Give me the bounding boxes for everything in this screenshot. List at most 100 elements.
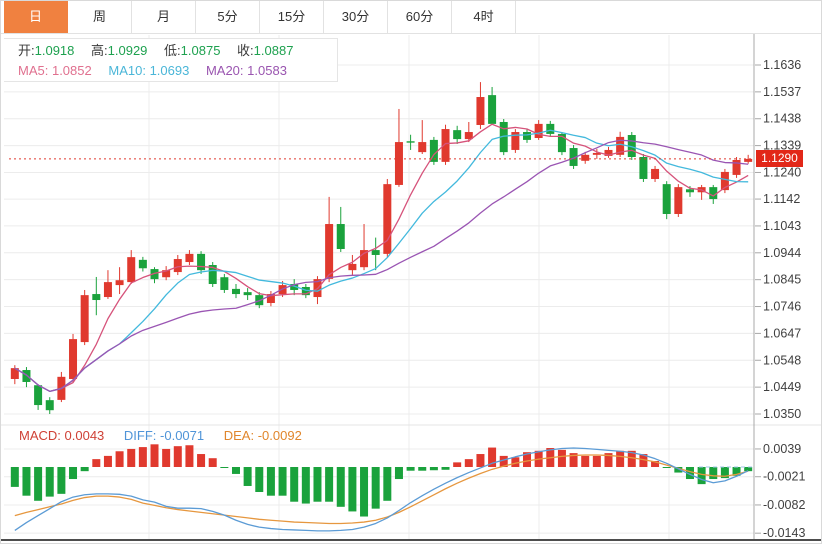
candle-body xyxy=(394,142,403,185)
last-price-badge: 1.1290 xyxy=(756,150,803,167)
macd-bar xyxy=(138,447,147,467)
macd-bar xyxy=(569,453,578,467)
candle-body xyxy=(557,133,566,153)
ma5-value: 1.0852 xyxy=(51,63,92,78)
diff-label: DIFF: xyxy=(123,428,157,443)
candle-body xyxy=(173,259,182,273)
candle-body xyxy=(243,292,252,296)
ma10-value: 1.0693 xyxy=(149,63,190,78)
macd-bar xyxy=(627,450,636,467)
macd-bar xyxy=(208,458,217,467)
candle-body xyxy=(429,139,438,162)
macd-bar xyxy=(34,467,43,501)
macd-bar xyxy=(80,467,89,472)
tab-day[interactable]: 日 xyxy=(4,1,68,33)
price-axis-label: 1.1537 xyxy=(763,85,801,99)
macd-bar xyxy=(278,467,287,496)
ohlc-readout-box: 开:1.0918 高:1.0929 低:1.0875 收:1.0887 MA5:… xyxy=(4,38,338,82)
macd-bar xyxy=(464,459,473,467)
macd-bar xyxy=(162,448,171,467)
macd-bar xyxy=(348,467,357,512)
price-axis-label: 1.1636 xyxy=(763,58,801,72)
tab-60min[interactable]: 60分 xyxy=(388,1,452,33)
macd-bar xyxy=(197,454,206,467)
price-axis-label: 1.0350 xyxy=(763,407,801,421)
candle-body xyxy=(34,385,43,406)
candle-body xyxy=(383,184,392,254)
candle-body xyxy=(301,286,310,296)
candle-body xyxy=(720,171,729,191)
ohlc-row: 开:1.0918 高:1.0929 低:1.0875 收:1.0887 xyxy=(18,41,337,61)
macd-bar xyxy=(674,467,683,473)
macd-bar xyxy=(313,467,322,502)
price-axis-label: 1.0647 xyxy=(763,326,801,340)
macd-bar xyxy=(732,467,741,476)
ma5-line xyxy=(14,123,749,392)
candle-body xyxy=(115,280,124,286)
dea-value: -0.0092 xyxy=(257,428,302,443)
price-axis-label: 1.1043 xyxy=(763,219,801,233)
open-value: 1.0918 xyxy=(34,43,75,58)
macd-bar xyxy=(581,455,590,467)
candle-body xyxy=(418,142,427,153)
candle-body xyxy=(336,224,345,249)
candle-body xyxy=(651,168,660,179)
tab-15min[interactable]: 15分 xyxy=(260,1,324,33)
macd-bar xyxy=(639,454,648,467)
candle-body xyxy=(441,129,450,162)
candle-body xyxy=(69,339,78,379)
candle-body xyxy=(127,257,136,283)
diff-line xyxy=(14,447,749,532)
tab-4hour[interactable]: 4时 xyxy=(452,1,516,33)
tab-month[interactable]: 月 xyxy=(132,1,196,33)
high-label: 高: xyxy=(91,43,108,58)
candle-body xyxy=(744,158,753,162)
candle-body xyxy=(138,259,147,269)
candle-body xyxy=(604,149,613,156)
macd-bar xyxy=(103,455,112,467)
ma5-label: MA5: xyxy=(18,63,49,78)
candle-body xyxy=(592,152,601,155)
macd-bar xyxy=(418,467,427,471)
candle-body xyxy=(569,148,578,166)
macd-bar xyxy=(523,452,532,467)
macd-bar xyxy=(429,467,438,471)
macd-bar xyxy=(220,467,229,468)
candle-body xyxy=(103,282,112,298)
macd-bar xyxy=(173,446,182,467)
price-axis-label: 1.1142 xyxy=(763,192,800,206)
macd-bar xyxy=(69,467,78,480)
ma20-value: 1.0583 xyxy=(247,63,287,78)
macd-bar xyxy=(371,467,380,509)
price-axis-label: 1.1240 xyxy=(763,165,801,179)
macd-bar xyxy=(616,450,625,467)
price-axis-label: 1.1339 xyxy=(763,139,801,153)
macd-bar xyxy=(453,462,462,467)
candle-body xyxy=(488,95,497,124)
macd-bar xyxy=(709,467,718,480)
ma20-line xyxy=(14,139,749,392)
low-value: 1.0875 xyxy=(180,43,221,58)
ma20-label: MA20: xyxy=(205,63,244,78)
macd-bar xyxy=(383,467,392,501)
macd-axis-label: -0.0082 xyxy=(763,498,805,512)
candle-body xyxy=(80,295,89,343)
price-axis-label: 1.0548 xyxy=(763,353,801,367)
candle-body xyxy=(674,187,683,214)
macd-bar xyxy=(406,467,415,471)
candle-body xyxy=(732,159,741,175)
macd-bar xyxy=(476,454,485,467)
tab-30min[interactable]: 30分 xyxy=(324,1,388,33)
candle-body xyxy=(290,284,299,290)
candle-body xyxy=(162,270,171,278)
candle-body xyxy=(266,294,275,304)
tab-week[interactable]: 周 xyxy=(68,1,132,33)
macd-bar xyxy=(231,467,240,474)
tab-5min[interactable]: 5分 xyxy=(196,1,260,33)
dea-line xyxy=(14,454,749,525)
macd-bar xyxy=(255,467,264,492)
macd-bar xyxy=(266,467,275,496)
macd-bar xyxy=(336,467,345,507)
